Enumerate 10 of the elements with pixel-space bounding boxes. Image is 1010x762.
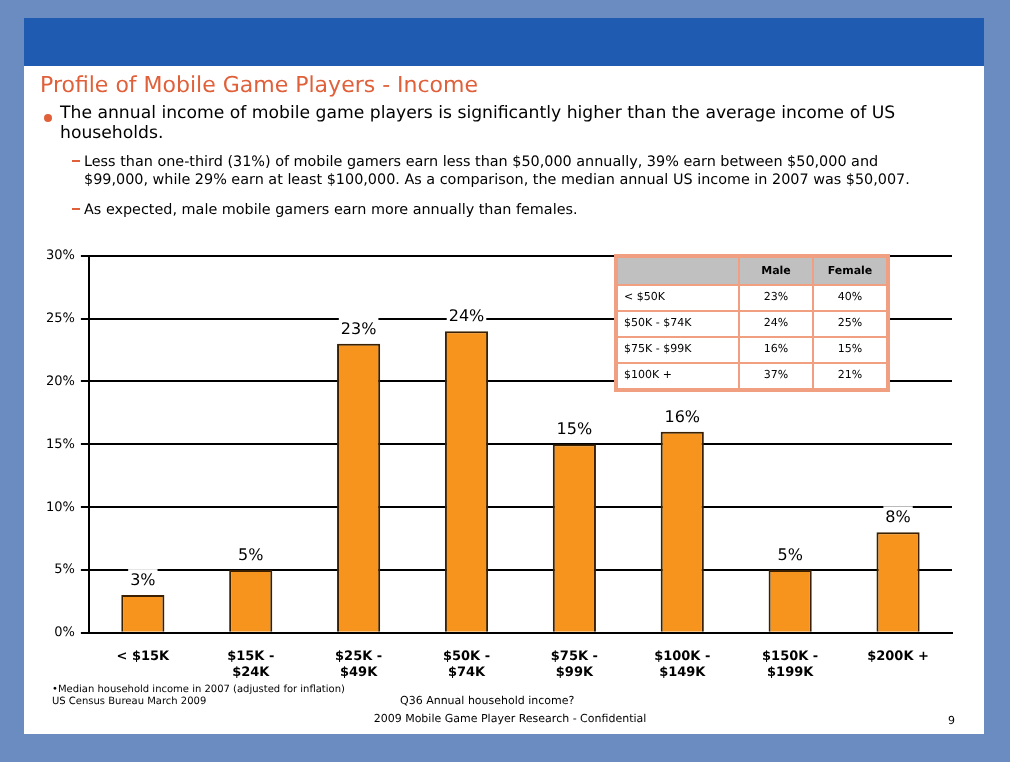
text: The annual income of mobile game players is significantly higher than the average income of US households. [60, 104, 898, 144]
data-label: 23% [340, 319, 378, 338]
data-label: 24% [448, 307, 486, 326]
chart-title: Profile of Mobile Game Players - Income [40, 72, 479, 98]
data-label: 8% [885, 508, 912, 527]
data-label: 16% [664, 407, 701, 426]
data-label: 5% [777, 546, 804, 565]
data-label: 5% [238, 546, 265, 565]
data-label: 3% [130, 571, 157, 590]
data-label: 15% [556, 420, 593, 439]
